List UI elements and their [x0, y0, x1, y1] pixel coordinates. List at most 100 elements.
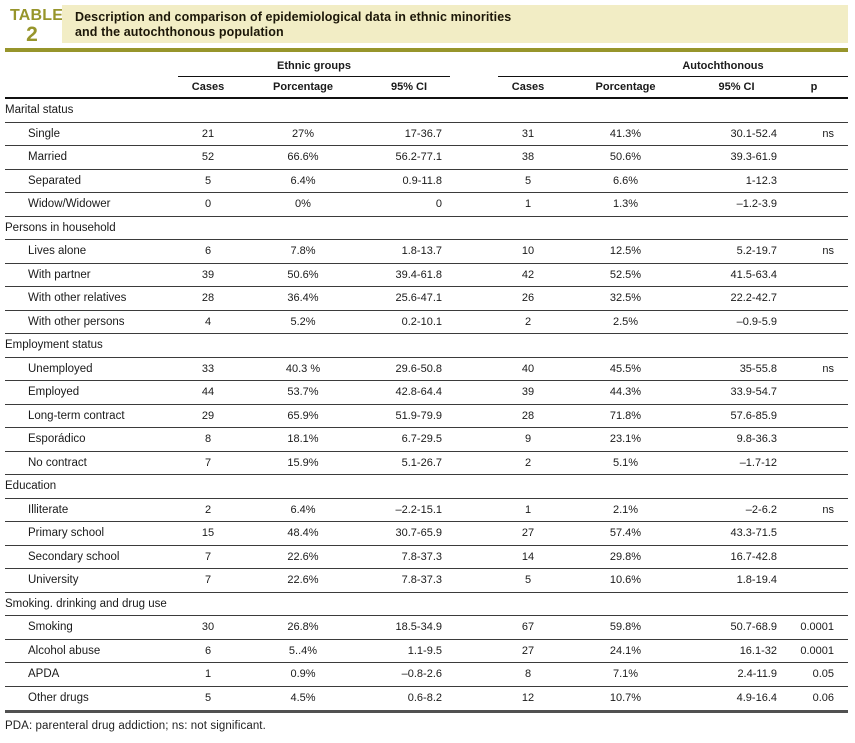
ci-ethnic-value: 51.9-79.9	[395, 409, 442, 422]
cases-autochthonous-value: 31	[521, 127, 535, 140]
percentage-autochthonous-value: 29.8%	[609, 550, 642, 563]
cases-ethnic-value: 7	[204, 550, 212, 563]
percentage-autochthonous-value: 59.8%	[609, 621, 642, 634]
percentage-autochthonous-value: 24.1%	[609, 644, 642, 657]
col-header-cases-ethnic: Cases	[191, 81, 225, 93]
percentage-ethnic-value: 5..4%	[288, 644, 318, 657]
ci-autochthonous-value: 41.5-63.4	[730, 268, 777, 281]
cases-autochthonous-value: 26	[521, 292, 535, 305]
percentage-autochthonous-value: 2.1%	[612, 503, 639, 516]
table-row: Separated 5 6.4% 0.9-11.8 5 6.6% 1-12.3	[5, 170, 848, 193]
section-header-label: Persons in household	[5, 221, 116, 234]
section-header-row: Smoking. drinking and drug use	[5, 593, 848, 616]
cases-ethnic-value: 21	[201, 127, 215, 140]
epidemiological-table: Ethnic groups Autochthonous Cases Porcen…	[5, 55, 848, 713]
ci-autochthonous-value: 2.4-11.9	[737, 668, 777, 681]
percentage-ethnic-value: 6.4%	[290, 174, 316, 187]
percentage-autochthonous-value: 10.7%	[609, 692, 642, 705]
ci-ethnic-value: 5.1-26.7	[401, 456, 442, 469]
cases-ethnic-value: 4	[204, 315, 212, 328]
cases-ethnic-value: 7	[204, 456, 212, 469]
ci-autochthonous-value: –1.2-3.9	[736, 198, 777, 211]
cases-ethnic-value: 0	[204, 198, 212, 211]
table-row: No contract 7 15.9% 5.1-26.7 2 5.1% –1.7-12	[5, 452, 848, 475]
ci-autochthonous-value: 33.9-54.7	[730, 386, 777, 399]
percentage-autochthonous-value: 45.5%	[609, 362, 642, 375]
section-header-row: Employment status	[5, 334, 848, 358]
group-header-row: Ethnic groups Autochthonous	[5, 55, 848, 77]
cases-autochthonous-value: 27	[521, 527, 535, 540]
percentage-ethnic-value: 6.4%	[290, 503, 316, 516]
row-label: Secondary school	[28, 550, 120, 563]
ci-ethnic-value: 29.6-50.8	[395, 362, 442, 375]
table-title-line1: Description and comparison of epidemiolo…	[75, 9, 512, 24]
percentage-ethnic-value: 18.1%	[287, 433, 319, 446]
table-row: Primary school 15 48.4% 30.7-65.9 27 57.4% 43.…	[5, 522, 848, 546]
ci-autochthonous-value: 30.1-52.4	[730, 127, 777, 140]
cases-ethnic-value: 29	[201, 409, 215, 422]
table-row: Secondary school 7 22.6% 7.8-37.3 14 29.8% 16.…	[5, 546, 848, 569]
col-header-percentage-ethnic: Porcentage	[273, 81, 333, 93]
percentage-autochthonous-value: 52.5%	[609, 268, 642, 281]
table-title-line2: and the autochthonous population	[75, 24, 284, 39]
percentage-ethnic-value: 15.9%	[287, 456, 319, 469]
table-row: Widow/Widower 0 0% 0 1 1.3% –1.2-3.9	[5, 193, 848, 217]
title-banner: Description and comparison of epidemiolo…	[62, 5, 848, 43]
cases-autochthonous-value: 38	[521, 151, 535, 164]
percentage-autochthonous-value: 2.5%	[612, 315, 639, 328]
cases-ethnic-value: 7	[204, 574, 212, 587]
percentage-ethnic-value: 66.6%	[287, 151, 319, 164]
percentage-ethnic-value: 53.7%	[287, 386, 319, 399]
accent-rule	[5, 48, 848, 52]
cases-autochthonous-value: 42	[521, 268, 535, 281]
ci-ethnic-value: 30.7-65.9	[395, 527, 442, 540]
cases-autochthonous-value: 1	[524, 503, 532, 516]
row-label: Esporádico	[28, 433, 86, 446]
section-header-label: Marital status	[5, 104, 74, 117]
ci-ethnic-value: 56.2-77.1	[395, 151, 442, 164]
table-title-bar: TABLE 2 Description and comparison of ep…	[5, 5, 848, 46]
table-row: Long-term contract 29 65.9% 51.9-79.9 28 71.8…	[5, 405, 848, 428]
row-label: Illiterate	[28, 503, 69, 516]
section-header-row: Marital status	[5, 99, 848, 123]
percentage-autochthonous-value: 7.1%	[612, 668, 639, 681]
ci-ethnic-value: 0.2-10.1	[401, 315, 442, 328]
ci-ethnic-value: 0	[435, 198, 442, 211]
percentage-ethnic-value: 65.9%	[287, 409, 319, 422]
cases-autochthonous-value: 12	[521, 692, 535, 705]
row-label: Primary school	[28, 527, 105, 540]
ci-autochthonous-value: –0.9-5.9	[736, 315, 777, 328]
cases-ethnic-value: 5	[204, 692, 212, 705]
cases-autochthonous-value: 14	[521, 550, 535, 563]
table-row: Other drugs 5 4.5% 0.6-8.2 12 10.7% 4.9-16.4 0.…	[5, 687, 848, 711]
section-header-row: Persons in household	[5, 217, 848, 240]
p-value: 0.05	[812, 668, 834, 681]
cases-autochthonous-value: 39	[521, 386, 535, 399]
row-label: Unemployed	[28, 362, 93, 375]
cases-ethnic-value: 30	[201, 621, 215, 634]
row-label: Smoking	[28, 621, 73, 634]
p-value: ns	[822, 127, 834, 140]
percentage-ethnic-value: 50.6%	[287, 268, 319, 281]
table-number: 2	[26, 23, 38, 46]
row-label: Married	[28, 151, 67, 164]
percentage-ethnic-value: 4.5%	[290, 692, 316, 705]
col-header-ci-ethnic: 95% CI	[390, 81, 428, 93]
cases-autochthonous-value: 27	[521, 644, 535, 657]
p-value: ns	[822, 362, 834, 375]
table-row: Alcohol abuse 6 5..4% 1.1-9.5 27 24.1% 16.1-32…	[5, 640, 848, 663]
percentage-ethnic-value: 27%	[291, 127, 315, 140]
ci-autochthonous-value: 39.3-61.9	[730, 151, 777, 164]
group-header-autochthonous: Autochthonous	[498, 55, 848, 77]
row-label: Separated	[28, 174, 82, 187]
percentage-ethnic-value: 5.2%	[290, 315, 316, 328]
cases-autochthonous-value: 5	[524, 574, 532, 587]
ci-autochthonous-value: 50.7-68.9	[730, 621, 777, 634]
col-header-ci-autochthonous: 95% CI	[718, 81, 755, 93]
cases-ethnic-value: 8	[204, 433, 212, 446]
table-row: Married 52 66.6% 56.2-77.1 38 50.6% 39.3-61.9	[5, 146, 848, 170]
row-label: Alcohol abuse	[28, 644, 101, 657]
cases-ethnic-value: 5	[204, 174, 212, 187]
p-value: ns	[822, 245, 834, 258]
ci-autochthonous-value: 16.7-42.8	[730, 550, 777, 563]
